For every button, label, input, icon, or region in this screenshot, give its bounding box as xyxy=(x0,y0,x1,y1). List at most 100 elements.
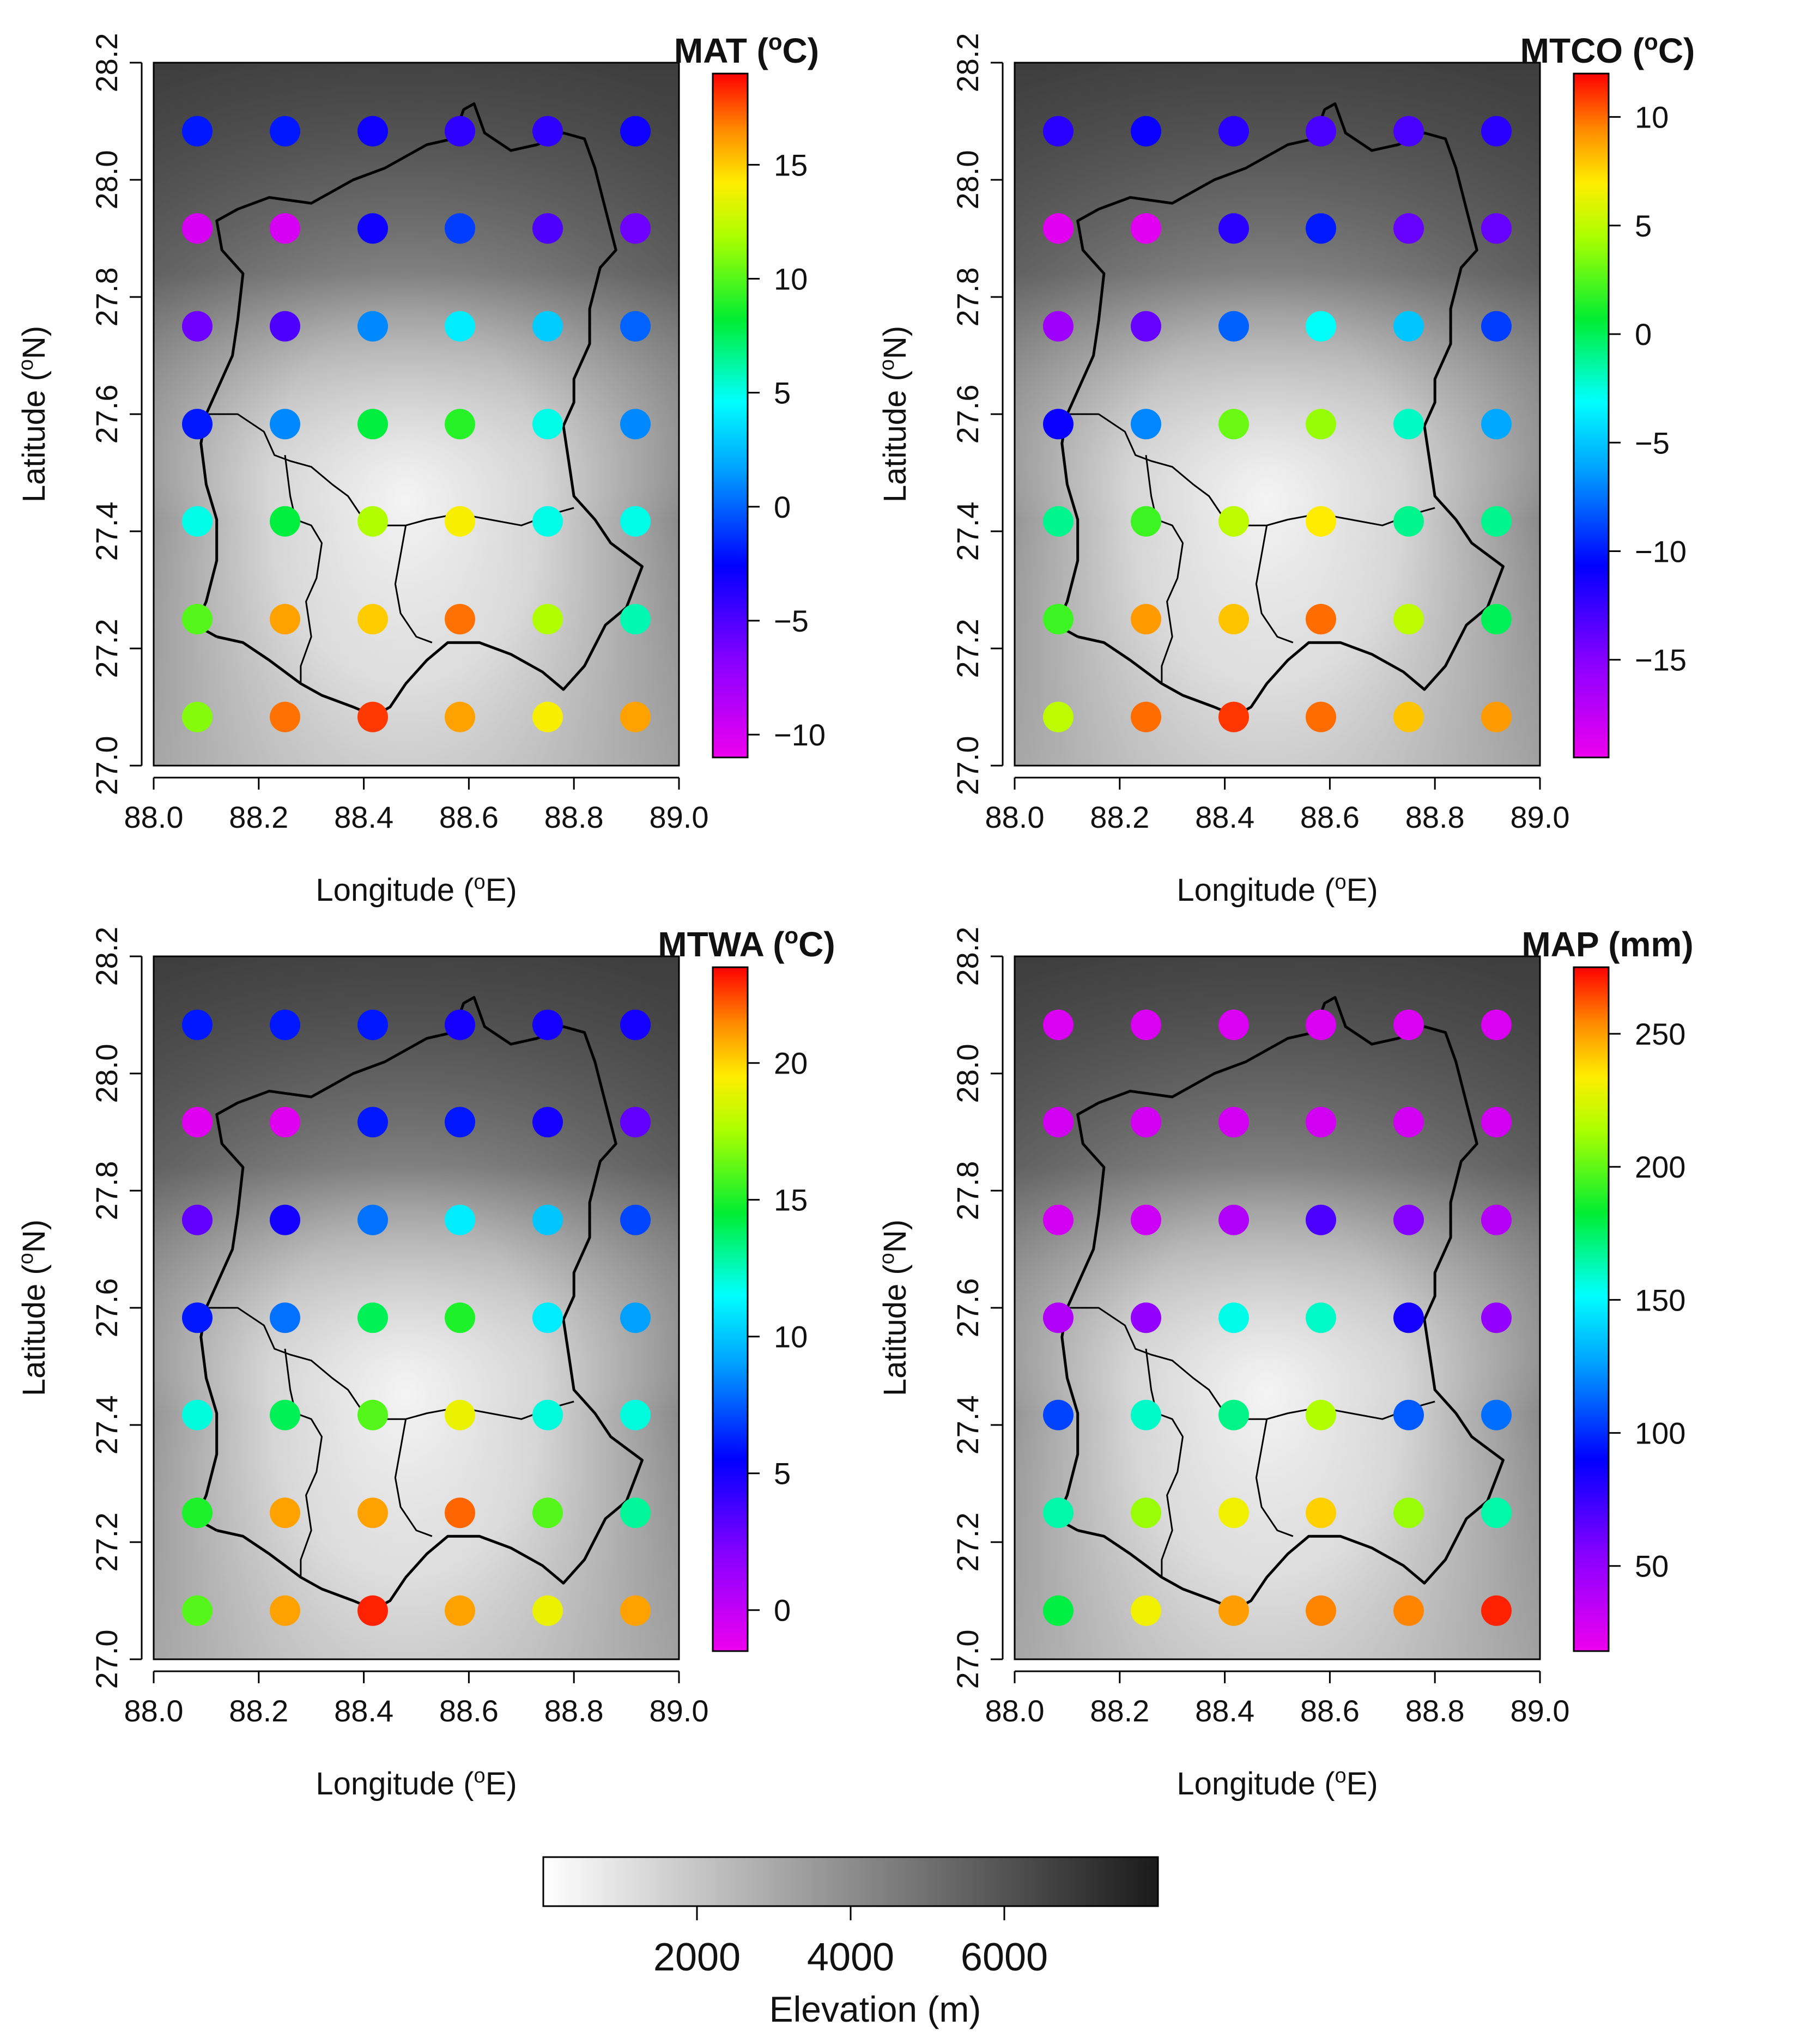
data-point xyxy=(270,701,300,732)
x-tick-label: 88.2 xyxy=(1090,800,1149,834)
colorbar-tick-label: 100 xyxy=(1635,1416,1685,1451)
x-axis-title: Longitude (oE) xyxy=(1177,1764,1378,1802)
x-tick-label: 88.8 xyxy=(1405,1694,1465,1728)
y-tick-label: 27.8 xyxy=(89,268,124,327)
y-tick-label: 27.4 xyxy=(950,1396,985,1455)
data-point xyxy=(620,506,651,537)
data-point xyxy=(1306,1497,1336,1529)
data-point xyxy=(620,701,651,732)
x-tick-label: 89.0 xyxy=(1511,800,1570,834)
data-point xyxy=(1043,604,1074,635)
x-tick-label: 89.0 xyxy=(1511,1694,1570,1728)
data-point xyxy=(1131,1497,1161,1529)
data-point xyxy=(532,311,563,342)
map-panel: 88.0 88.2 88.4 88.6 88.8 89.0 27.0 27.2 27.4 27.6… xyxy=(876,29,1695,908)
colorbar-tick-label: −10 xyxy=(774,718,826,752)
x-tick-label: 88.2 xyxy=(229,800,288,834)
data-point xyxy=(445,506,475,537)
data-point xyxy=(445,311,475,342)
data-point xyxy=(1218,1497,1249,1529)
y-tick-label: 28.0 xyxy=(950,150,985,210)
data-point xyxy=(620,1107,651,1138)
data-point xyxy=(1393,213,1424,244)
y-tick-label: 27.6 xyxy=(89,385,124,444)
sub-basin-boundary xyxy=(1145,1349,1184,1578)
data-point xyxy=(270,1497,300,1529)
y-axis-title: Latitude (oN) xyxy=(15,1220,52,1396)
data-point xyxy=(270,1204,300,1235)
x-tick-label: 88.8 xyxy=(544,800,604,834)
data-point xyxy=(445,701,475,732)
data-point xyxy=(1218,116,1249,147)
data-point xyxy=(1306,213,1336,244)
data-point xyxy=(1043,116,1074,147)
x-tick-label: 89.0 xyxy=(650,1694,709,1728)
data-point xyxy=(1306,1107,1336,1138)
data-point xyxy=(1393,116,1424,147)
x-tick-label: 88.4 xyxy=(1195,800,1254,834)
map-panel: 88.0 88.2 88.4 88.6 88.8 89.0 27.0 27.2 27.4 27.6… xyxy=(15,29,826,908)
data-point xyxy=(357,1009,388,1040)
data-point xyxy=(1218,1204,1249,1235)
data-point xyxy=(270,213,300,244)
x-tick-label: 88.2 xyxy=(229,1694,288,1728)
data-point xyxy=(1131,506,1161,537)
colorbar-tick-label: 250 xyxy=(1635,1017,1685,1051)
colorbar-tick-label: −5 xyxy=(774,604,809,638)
data-point xyxy=(182,1497,213,1529)
data-point xyxy=(182,213,213,244)
data-point xyxy=(270,1399,300,1430)
data-point xyxy=(1393,604,1424,635)
y-tick-label: 27.0 xyxy=(950,1630,985,1689)
data-point xyxy=(1306,604,1336,635)
data-point xyxy=(1306,1595,1336,1626)
colorbar-tick-label: 5 xyxy=(1635,209,1652,243)
colorbar-tick-label: 15 xyxy=(774,1183,808,1217)
elevation-legend: 2000 4000 6000 Elevation (m) xyxy=(542,1856,1159,2029)
y-tick-label: 27.6 xyxy=(89,1278,124,1338)
data-point xyxy=(1306,311,1336,342)
x-tick-label: 88.6 xyxy=(439,800,499,834)
data-point xyxy=(182,116,213,147)
colorbar-tick-label: 0 xyxy=(774,1593,791,1628)
colorbar-tick-label: 20 xyxy=(774,1046,808,1081)
data-point xyxy=(1481,1107,1512,1138)
data-point xyxy=(1306,1009,1336,1040)
data-point xyxy=(620,1497,651,1529)
colorbar-tick-label: 10 xyxy=(774,1320,808,1354)
data-point xyxy=(1481,213,1512,244)
data-point xyxy=(445,1009,475,1040)
data-point xyxy=(182,1107,213,1138)
data-point xyxy=(270,116,300,147)
data-point xyxy=(357,116,388,147)
data-point xyxy=(1131,116,1161,147)
data-point xyxy=(1481,506,1512,537)
data-point xyxy=(182,701,213,732)
plot-frame xyxy=(153,955,680,1660)
data-point xyxy=(1218,213,1249,244)
data-point xyxy=(1131,1204,1161,1235)
x-tick-label: 88.0 xyxy=(985,800,1045,834)
data-point xyxy=(1393,701,1424,732)
data-point xyxy=(445,116,475,147)
data-point xyxy=(445,1497,475,1529)
x-axis-title: Longitude (oE) xyxy=(316,1764,517,1802)
y-tick-label: 27.4 xyxy=(950,502,985,561)
data-point xyxy=(532,701,563,732)
elevation-title: Elevation (m) xyxy=(769,1989,981,2029)
data-point xyxy=(620,1009,651,1040)
data-point xyxy=(532,409,563,440)
data-point xyxy=(270,1107,300,1138)
y-axis-title: Latitude (oN) xyxy=(15,326,52,502)
data-point xyxy=(1043,311,1074,342)
colorbar-tick-label: −15 xyxy=(1635,643,1687,677)
data-point xyxy=(1131,1595,1161,1626)
basin-boundary xyxy=(1055,996,1505,1611)
data-point xyxy=(1393,1204,1424,1235)
data-point xyxy=(357,1595,388,1626)
y-axis-title: Latitude (oN) xyxy=(876,1220,913,1396)
colorbar-tick-label: 10 xyxy=(774,262,808,296)
y-tick-label: 27.2 xyxy=(950,1513,985,1572)
elevation-colorbar xyxy=(542,1856,1159,1907)
x-tick-label: 88.8 xyxy=(1405,800,1465,834)
